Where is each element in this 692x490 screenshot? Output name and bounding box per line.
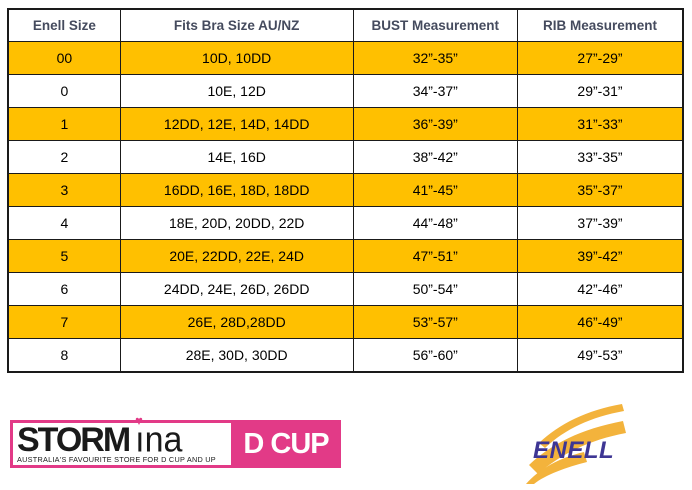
cell-bust: 41”-45” [352, 173, 519, 207]
cell-bust: 34”-37” [352, 74, 519, 108]
cell-rib: 27”-29” [517, 41, 684, 75]
table-row: 5 20E, 22DD, 22E, 24D 47”-51” 39”-42” [7, 239, 684, 273]
cell-rib: 46”-49” [517, 305, 684, 339]
d-cup-wordmark: D CUP [243, 427, 329, 460]
cell-fits: 28E, 30D, 30DD [119, 338, 354, 373]
cell-bust: 53”-57” [352, 305, 519, 339]
header-enell-size: Enell Size [7, 8, 121, 42]
cell-bust: 47”-51” [352, 239, 519, 273]
header-fits-bra-size: Fits Bra Size AU/NZ [119, 8, 354, 42]
cell-rib: 42”-46” [517, 272, 684, 306]
storm-tagline: AUSTRALIA'S FAVOURITE STORE FOR D CUP AN… [17, 455, 216, 464]
cell-bust: 36”-39” [352, 107, 519, 141]
cell-fits: 16DD, 16E, 18D, 18DD [119, 173, 354, 207]
cell-rib: 33”-35” [517, 140, 684, 174]
header-bust-measurement: BUST Measurement [352, 8, 519, 42]
cell-rib: 31”-33” [517, 107, 684, 141]
cell-fits: 14E, 16D [119, 140, 354, 174]
cell-fits: 24DD, 24E, 26D, 26DD [119, 272, 354, 306]
storm-wordmark: STORM [17, 421, 131, 459]
cell-size: 0 [7, 74, 121, 108]
cell-size: 3 [7, 173, 121, 207]
cell-size: 2 [7, 140, 121, 174]
table-row: 8 28E, 30D, 30DD 56”-60” 49”-53” [7, 338, 684, 373]
cell-size: 00 [7, 41, 121, 75]
enell-logo: ENELL [525, 402, 627, 484]
header-rib-measurement: RIB Measurement [517, 8, 684, 42]
table-row: 7 26E, 28D,28DD 53”-57” 46”-49” [7, 305, 684, 339]
cell-size: 6 [7, 272, 121, 306]
cell-fits: 20E, 22DD, 22E, 24D [119, 239, 354, 273]
cell-rib: 35”-37” [517, 173, 684, 207]
cell-size: 5 [7, 239, 121, 273]
cell-fits: 26E, 28D,28DD [119, 305, 354, 339]
cell-fits: 12DD, 12E, 14D, 14DD [119, 107, 354, 141]
cell-size: 7 [7, 305, 121, 339]
cell-bust: 50”-54” [352, 272, 519, 306]
cell-fits: 10E, 12D [119, 74, 354, 108]
cell-bust: 38”-42” [352, 140, 519, 174]
storm-logo-left: STORM ♥ ına AUSTRALIA'S FAVOURITE STORE … [13, 413, 231, 465]
size-chart-table: Enell Size Fits Bra Size AU/NZ BUST Meas… [7, 8, 684, 373]
enell-wordmark: ENELL [533, 437, 614, 464]
header-row: Enell Size Fits Bra Size AU/NZ BUST Meas… [7, 8, 684, 42]
storm-in-a-d-cup-logo: STORM ♥ ına AUSTRALIA'S FAVOURITE STORE … [10, 413, 341, 468]
cell-bust: 44”-48” [352, 206, 519, 240]
cell-size: 8 [7, 338, 121, 373]
cell-size: 4 [7, 206, 121, 240]
cell-bust: 56”-60” [352, 338, 519, 373]
cell-rib: 29”-31” [517, 74, 684, 108]
table-row: 0 10E, 12D 34”-37” 29”-31” [7, 74, 684, 108]
table-row: 6 24DD, 24E, 26D, 26DD 50”-54” 42”-46” [7, 272, 684, 306]
cell-bust: 32”-35” [352, 41, 519, 75]
cell-rib: 49”-53” [517, 338, 684, 373]
cell-fits: 10D, 10DD [119, 41, 354, 75]
cell-rib: 37”-39” [517, 206, 684, 240]
table-row: 1 12DD, 12E, 14D, 14DD 36”-39” 31”-33” [7, 107, 684, 141]
table-row: 2 14E, 16D 38”-42” 33”-35” [7, 140, 684, 174]
table-row: 4 18E, 20D, 20DD, 22D 44”-48” 37”-39” [7, 206, 684, 240]
heart-icon: ♥ [135, 413, 143, 428]
table-row: 00 10D, 10DD 32”-35” 27”-29” [7, 41, 684, 75]
storm-logo-right: D CUP [231, 423, 341, 465]
enell-swoosh-icon: ENELL [526, 404, 626, 484]
cell-fits: 18E, 20D, 20DD, 22D [119, 206, 354, 240]
cell-size: 1 [7, 107, 121, 141]
cell-rib: 39”-42” [517, 239, 684, 273]
ina-wordmark: ♥ ına [135, 413, 183, 460]
table-row: 3 16DD, 16E, 18D, 18DD 41”-45” 35”-37” [7, 173, 684, 207]
